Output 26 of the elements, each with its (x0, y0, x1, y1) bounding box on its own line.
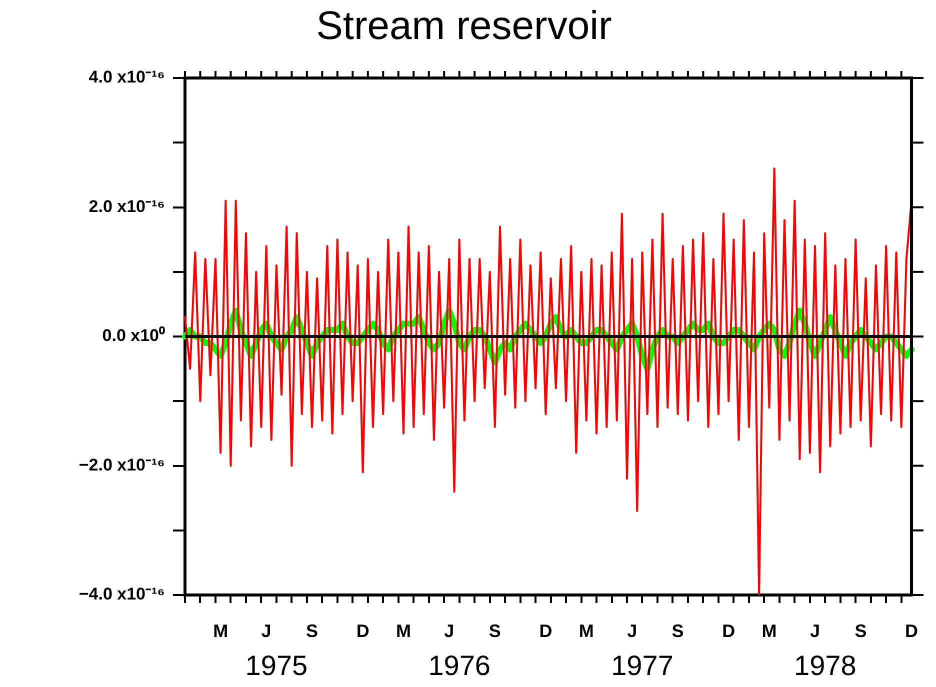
x-tick-label: D (905, 620, 918, 641)
y-tick-label: 2.0 x10⁻¹⁶ (88, 196, 165, 216)
x-tick-label: S (306, 620, 318, 641)
x-tick-label: D (539, 620, 552, 641)
x-tick-label: M (213, 620, 228, 641)
x-tick-label: S (488, 620, 501, 641)
y-tick-label: 4.0 x10⁻¹⁶ (88, 68, 165, 87)
y-tick-label: −2.0 x10⁻¹⁶ (78, 455, 165, 474)
x-tick-label: 1978 (794, 650, 856, 681)
x-tick-label: 1976 (428, 650, 490, 681)
x-tick-label: 1975 (245, 650, 308, 681)
x-tick-label: 1977 (611, 650, 674, 681)
x-tick-label: J (261, 620, 272, 641)
x-tick-label: J (444, 620, 454, 641)
x-tick-label: J (810, 620, 820, 641)
y-tick-label: 0.0 x10⁰ (102, 326, 165, 346)
x-tick-label: M (762, 620, 777, 641)
x-tick-label: S (672, 620, 684, 641)
x-tick-label: D (356, 620, 370, 641)
chart-title: Stream reservoir (316, 4, 612, 48)
x-tick-label: M (396, 620, 411, 641)
y-tick-label: −4.0 x10⁻¹⁶ (78, 584, 165, 604)
x-tick-label: S (854, 620, 867, 641)
x-tick-label: J (627, 620, 638, 641)
x-tick-label: D (722, 620, 736, 641)
x-tick-label: M (578, 620, 594, 641)
